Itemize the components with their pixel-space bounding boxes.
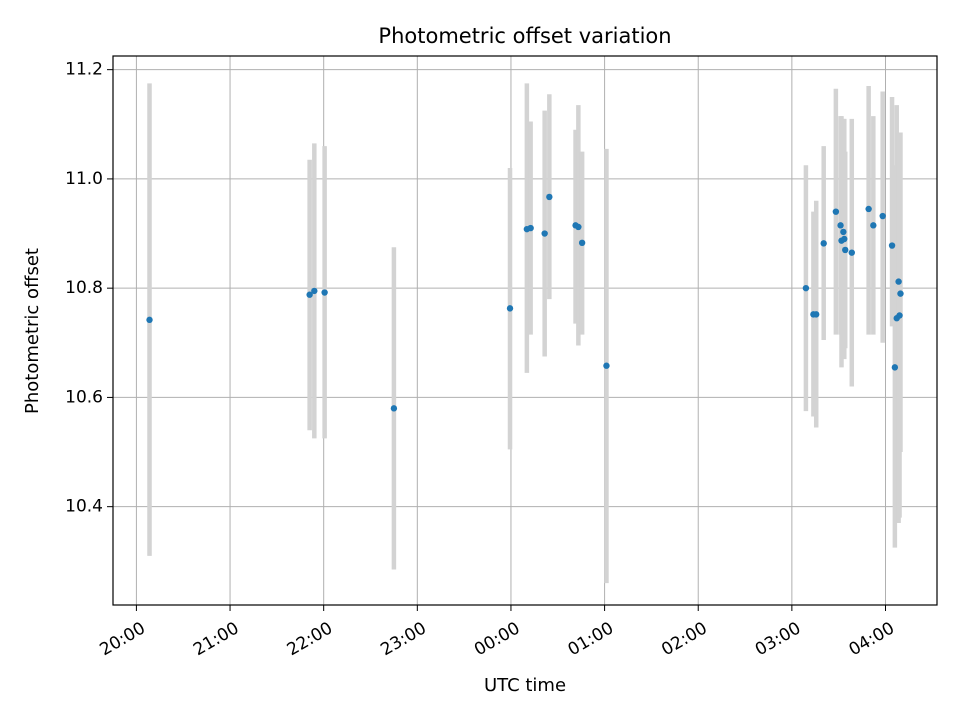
data-point xyxy=(146,316,153,324)
data-point xyxy=(842,246,849,254)
data-point xyxy=(506,305,514,312)
y-axis-label: Photometric offset xyxy=(22,248,43,414)
data-point xyxy=(321,289,328,296)
data-point xyxy=(897,290,904,297)
data-point xyxy=(888,242,896,249)
data-point xyxy=(840,228,847,236)
data-point xyxy=(802,284,810,292)
chart-title: Photometric offset variation xyxy=(378,24,671,48)
data-point xyxy=(541,230,548,237)
y-tick-label: 10.4 xyxy=(65,497,103,517)
data-point xyxy=(832,208,840,215)
data-point xyxy=(896,312,903,319)
data-point xyxy=(870,222,877,229)
data-point xyxy=(841,235,848,243)
data-point xyxy=(865,205,872,213)
y-tick-label: 10.8 xyxy=(65,278,103,298)
data-point xyxy=(575,223,582,231)
y-tick-label: 11.2 xyxy=(65,60,103,80)
data-point xyxy=(820,240,827,247)
data-point xyxy=(895,278,902,285)
data-point xyxy=(879,212,886,220)
data-points xyxy=(146,193,904,412)
data-point xyxy=(546,193,553,201)
data-point xyxy=(306,291,313,298)
data-point xyxy=(813,311,820,318)
data-point xyxy=(837,222,844,229)
x-axis-label: UTC time xyxy=(484,675,566,696)
data-point xyxy=(527,224,534,232)
plot-frame xyxy=(112,55,938,606)
y-axis: 10.4 10.6 10.8 11.0 11.2 xyxy=(65,60,113,517)
data-point xyxy=(603,362,610,369)
data-point xyxy=(891,364,899,371)
data-point xyxy=(311,287,318,295)
data-point xyxy=(390,405,398,412)
data-point xyxy=(848,249,855,256)
data-point xyxy=(578,239,586,247)
y-tick-label: 11.0 xyxy=(65,169,103,189)
y-tick-label: 10.6 xyxy=(65,387,103,407)
